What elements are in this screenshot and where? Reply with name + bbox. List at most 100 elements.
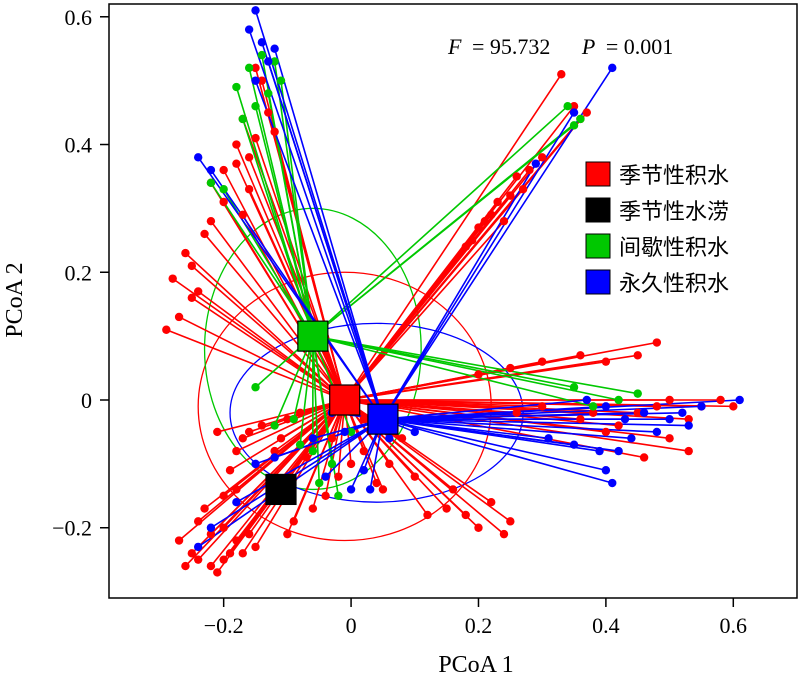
point-0-101	[665, 434, 674, 443]
spoke-2-7	[254, 106, 314, 337]
y-tick-label-1: 0	[81, 388, 92, 413]
point-0-103	[639, 453, 649, 462]
point-0-59	[423, 510, 432, 520]
y-tick-label-4: 0.6	[65, 5, 93, 30]
stat-f-label: F	[447, 34, 462, 59]
point-3-9	[569, 108, 579, 117]
point-0-6	[200, 229, 209, 239]
point-0-4	[187, 261, 197, 271]
point-2-15	[588, 402, 598, 411]
x-tick-label-2: 0.2	[465, 613, 493, 638]
point-0-92	[665, 395, 674, 405]
point-0-61	[461, 510, 470, 520]
point-0-81	[557, 70, 566, 79]
spoke-3-12	[382, 405, 702, 420]
spoke-0-107	[344, 399, 517, 414]
spoke-0-84	[344, 112, 588, 401]
point-0-67	[448, 485, 458, 494]
legend-swatch-2	[585, 233, 611, 259]
point-2-20	[308, 446, 318, 456]
point-0-85	[652, 338, 662, 347]
point-0-86	[633, 351, 642, 360]
point-0-60	[442, 504, 451, 513]
spoke-3-23	[382, 418, 607, 472]
point-0-29	[225, 549, 235, 558]
point-2-6	[238, 114, 247, 124]
point-3-28	[193, 542, 203, 552]
point-3-33	[308, 434, 318, 443]
point-0-95	[729, 402, 738, 411]
point-0-98	[614, 421, 623, 430]
point-0-69	[537, 153, 547, 162]
point-3-13	[678, 408, 687, 417]
point-3-4	[264, 57, 273, 66]
point-0-62	[474, 523, 483, 532]
point-0-25	[193, 555, 203, 564]
point-0-78	[499, 216, 509, 226]
spoke-0-82	[344, 105, 575, 401]
point-0-66	[410, 472, 419, 481]
point-0-51	[289, 517, 298, 526]
x-tick-label-3: 0.4	[592, 613, 620, 638]
y-tick-label-3: 0.4	[65, 133, 93, 158]
stat-p-label: P	[581, 34, 595, 59]
spoke-3-19	[382, 418, 689, 427]
point-0-112	[302, 453, 311, 462]
point-2-12	[569, 121, 579, 130]
point-0-38	[219, 523, 228, 532]
sample-points	[162, 6, 744, 577]
x-tick-label-0: −0.2	[204, 613, 244, 638]
point-2-10	[563, 101, 572, 111]
point-0-64	[499, 529, 509, 539]
point-3-10	[531, 159, 541, 168]
point-0-31	[238, 549, 247, 558]
point-2-4	[276, 76, 286, 85]
point-3-32	[270, 453, 279, 462]
spoke-0-41	[236, 399, 346, 452]
point-2-16	[569, 383, 579, 392]
point-3-40	[385, 434, 394, 443]
point-3-31	[251, 459, 260, 469]
point-0-70	[518, 185, 528, 194]
spoke-2-13	[312, 335, 638, 395]
point-3-29	[206, 523, 216, 532]
spoke-0-1	[172, 277, 346, 401]
point-2-5	[264, 89, 273, 98]
spoke-0-8	[222, 169, 346, 401]
y-tick-label-2: 0.2	[65, 260, 93, 285]
point-0-55	[346, 459, 356, 469]
point-0-65	[506, 517, 515, 526]
point-3-39	[321, 472, 330, 481]
point-0-50	[283, 529, 292, 539]
point-0-10	[238, 210, 247, 219]
point-0-90	[506, 363, 515, 373]
point-2-2	[257, 50, 267, 60]
point-0-79	[512, 172, 521, 181]
point-0-102	[684, 446, 693, 456]
y-tick-label-0: −0.2	[52, 516, 92, 541]
point-0-23	[181, 561, 190, 571]
point-3-5	[251, 76, 260, 85]
point-0-87	[601, 357, 611, 366]
centroid-0	[329, 384, 361, 416]
spoke-0-39	[210, 399, 346, 535]
point-3-35	[340, 427, 349, 437]
point-0-43	[244, 427, 254, 437]
point-0-109	[385, 459, 394, 469]
spoke-3-5	[254, 80, 384, 420]
point-0-1	[168, 274, 177, 283]
point-0-94	[716, 395, 725, 405]
point-2-25	[289, 414, 298, 424]
spoke-2-19	[299, 336, 314, 445]
point-0-46	[270, 446, 279, 456]
point-3-37	[365, 485, 375, 494]
spoke-2-8	[210, 182, 314, 337]
spoke-3-10	[382, 163, 537, 420]
point-0-96	[684, 414, 693, 424]
point-0-63	[487, 497, 496, 507]
spoke-0-78	[344, 220, 505, 401]
point-2-11	[576, 114, 585, 124]
point-0-88	[576, 351, 585, 360]
spoke-0-6	[203, 233, 346, 401]
